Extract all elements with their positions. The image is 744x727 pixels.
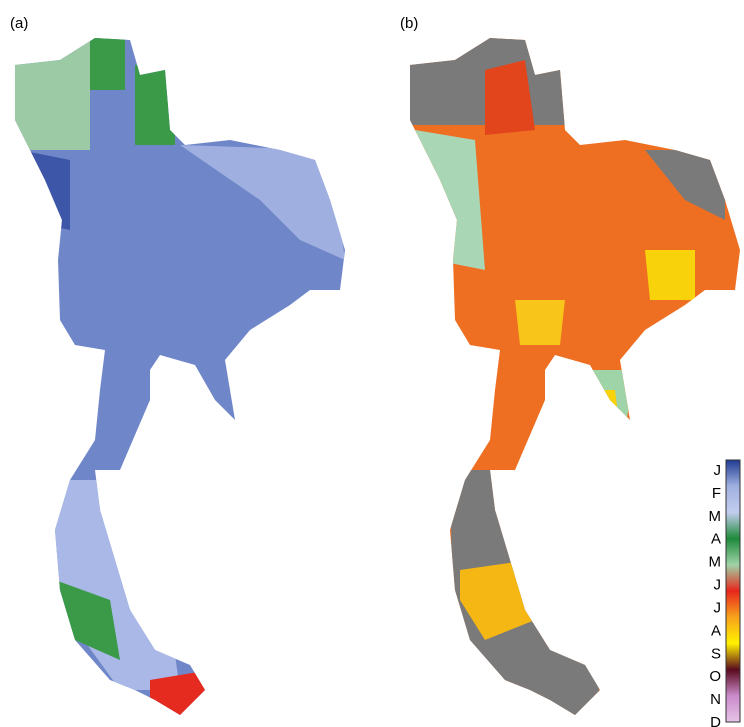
legend-month: J xyxy=(714,599,722,616)
legend-month: A xyxy=(711,531,721,548)
legend-month: J xyxy=(714,577,722,594)
legend-month: N xyxy=(710,691,721,708)
legend-month: M xyxy=(709,508,722,525)
panel-label: (b) xyxy=(400,15,418,32)
map-b xyxy=(410,38,740,715)
legend-month: M xyxy=(709,554,722,571)
map-a xyxy=(15,38,345,715)
legend-month: D xyxy=(710,714,721,727)
legend-month: O xyxy=(709,668,721,685)
legend-month: S xyxy=(711,645,721,662)
panel-label: (a) xyxy=(10,15,28,32)
colorbar xyxy=(725,459,741,723)
legend-month: F xyxy=(712,485,721,502)
legend-month: J xyxy=(714,462,722,479)
legend-month: A xyxy=(711,622,721,639)
